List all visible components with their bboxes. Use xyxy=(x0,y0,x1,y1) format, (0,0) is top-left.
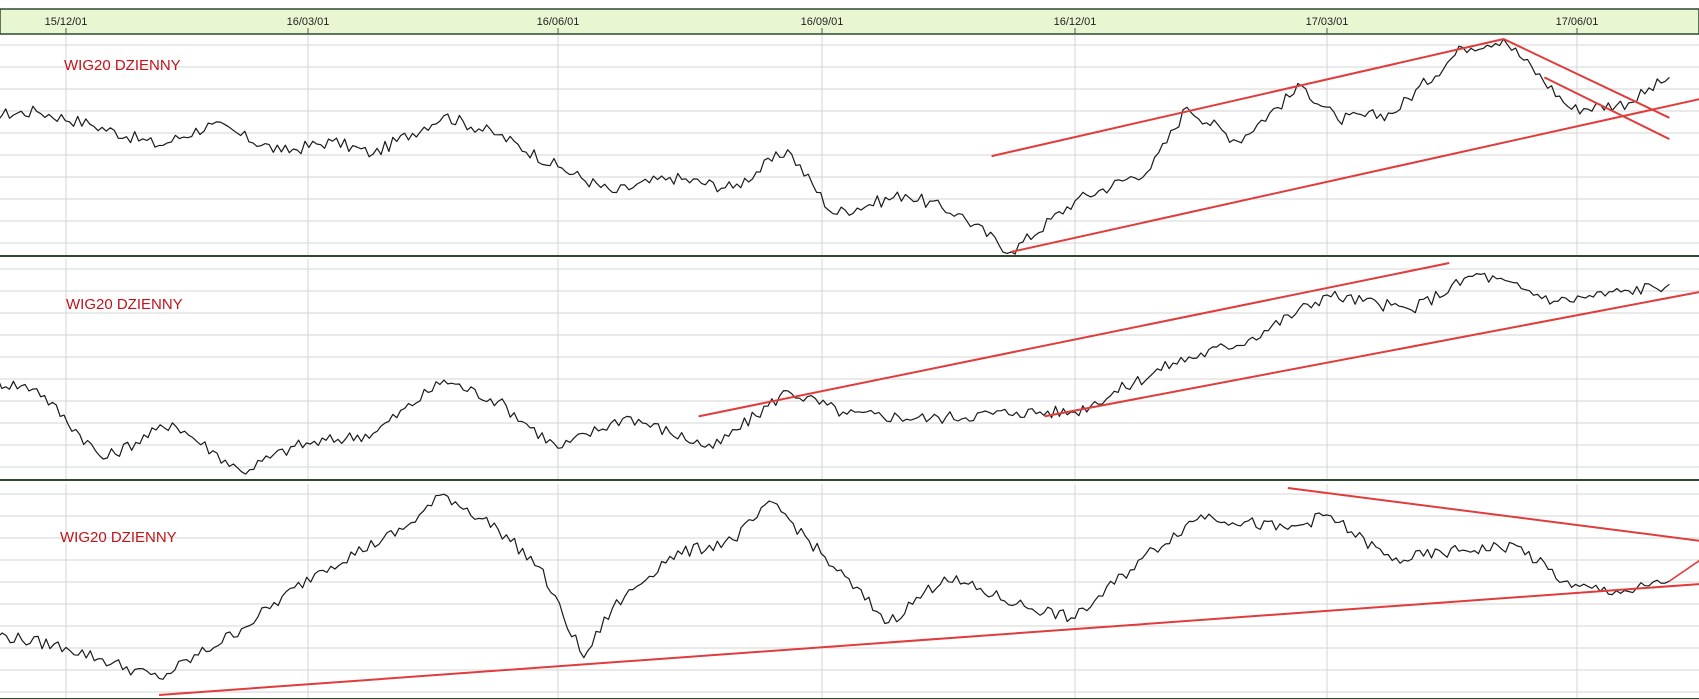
price-panel-1: WIG20 DZIENNY xyxy=(0,35,1699,257)
panel-title: WIG20 DZIENNY xyxy=(60,529,177,546)
date-tick-label: 16/12/01 xyxy=(1054,16,1097,28)
trendline xyxy=(1503,38,1670,119)
trendline xyxy=(159,583,1699,696)
date-tick-label: 16/09/01 xyxy=(801,16,844,28)
date-tick-label: 15/12/01 xyxy=(45,16,88,28)
trendline xyxy=(1010,98,1699,253)
price-series-line xyxy=(0,493,1670,680)
panel-title: WIG20 DZIENNY xyxy=(66,296,183,313)
trendline xyxy=(1044,291,1699,418)
date-tick-label: 16/06/01 xyxy=(537,16,580,28)
date-tick-label: 17/03/01 xyxy=(1306,16,1349,28)
trendline xyxy=(1543,76,1670,141)
panel-title: WIG20 DZIENNY xyxy=(64,57,181,74)
date-tick-label: 17/06/01 xyxy=(1556,16,1599,28)
date-axis-bar: 15/12/01 16/03/01 16/06/01 16/09/01 16/12/01… xyxy=(0,8,1699,35)
panels: WIG20 DZIENNY WIG20 DZIENNY WIG20 DZIENNY xyxy=(0,35,1699,699)
price-panel-3: WIG20 DZIENNY xyxy=(0,484,1699,699)
price-series-line xyxy=(0,272,1670,475)
panel-grid xyxy=(0,35,1699,256)
trendline xyxy=(698,262,1450,418)
annotation-arrow-shaft xyxy=(1668,559,1699,582)
price-series-line xyxy=(0,38,1670,255)
date-axis-background xyxy=(0,8,1699,35)
trendline xyxy=(991,38,1504,158)
price-panel-2: WIG20 DZIENNY xyxy=(0,259,1699,481)
trendline xyxy=(1287,487,1699,542)
date-tick-label: 16/03/01 xyxy=(287,16,330,28)
